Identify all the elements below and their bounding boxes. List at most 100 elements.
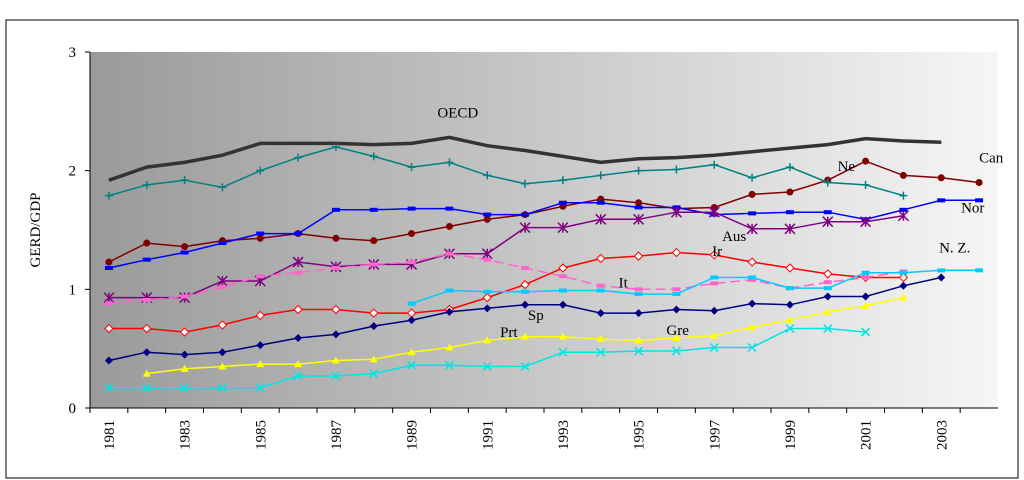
marker bbox=[937, 273, 946, 282]
y-tick-label: 3 bbox=[69, 45, 77, 61]
x-tick-label: 1999 bbox=[783, 420, 799, 450]
marker bbox=[823, 286, 832, 291]
marker bbox=[407, 348, 416, 356]
marker bbox=[331, 207, 340, 212]
marker bbox=[786, 188, 794, 196]
marker bbox=[671, 247, 682, 258]
marker bbox=[483, 257, 492, 262]
marker bbox=[558, 176, 567, 185]
marker bbox=[142, 298, 151, 303]
marker bbox=[784, 223, 796, 235]
marker bbox=[180, 383, 190, 393]
marker bbox=[975, 179, 983, 187]
marker bbox=[634, 205, 643, 210]
marker bbox=[634, 292, 643, 297]
marker bbox=[596, 200, 605, 205]
series bbox=[105, 157, 983, 266]
marker bbox=[558, 332, 567, 340]
marker bbox=[142, 383, 152, 393]
marker bbox=[521, 289, 530, 294]
marker bbox=[861, 270, 870, 275]
marker bbox=[445, 251, 454, 256]
marker bbox=[369, 322, 378, 331]
marker bbox=[899, 191, 908, 200]
series-line bbox=[108, 135, 942, 182]
series-line bbox=[108, 146, 904, 197]
marker bbox=[331, 356, 340, 364]
marker bbox=[519, 222, 531, 234]
marker bbox=[481, 248, 493, 260]
marker bbox=[408, 230, 416, 238]
marker bbox=[369, 207, 378, 212]
marker bbox=[671, 346, 681, 356]
marker bbox=[294, 231, 303, 236]
x-tick-label: 1989 bbox=[405, 420, 421, 450]
marker bbox=[369, 369, 379, 379]
marker bbox=[483, 304, 492, 313]
marker bbox=[785, 210, 794, 215]
marker bbox=[861, 275, 870, 280]
marker bbox=[445, 343, 454, 351]
marker bbox=[292, 256, 304, 268]
series-label: Can bbox=[979, 151, 1004, 167]
marker bbox=[634, 287, 643, 292]
x-tick-label: 1991 bbox=[480, 420, 496, 450]
series bbox=[108, 135, 942, 182]
x-tick-label: 1997 bbox=[707, 420, 723, 451]
marker bbox=[104, 356, 113, 365]
marker bbox=[596, 288, 605, 293]
marker bbox=[181, 243, 189, 251]
marker bbox=[558, 274, 567, 279]
marker bbox=[218, 183, 227, 192]
marker bbox=[521, 212, 530, 217]
series-label: Prt bbox=[500, 325, 518, 341]
marker bbox=[331, 142, 340, 151]
series-label: Aus bbox=[722, 229, 746, 245]
marker bbox=[860, 216, 872, 228]
marker bbox=[104, 323, 114, 334]
marker bbox=[748, 211, 757, 216]
marker bbox=[748, 299, 757, 308]
marker bbox=[331, 330, 340, 339]
marker bbox=[180, 250, 189, 255]
marker bbox=[218, 348, 227, 357]
marker bbox=[596, 171, 605, 180]
marker bbox=[369, 262, 378, 267]
marker bbox=[294, 270, 303, 275]
marker bbox=[898, 272, 909, 283]
marker bbox=[142, 257, 151, 262]
marker bbox=[180, 350, 189, 359]
x-tick-label: 1981 bbox=[102, 420, 118, 450]
marker bbox=[897, 210, 909, 222]
marker bbox=[823, 269, 833, 279]
marker bbox=[595, 213, 607, 225]
marker bbox=[444, 360, 454, 370]
marker bbox=[899, 207, 908, 212]
marker bbox=[785, 323, 795, 334]
marker bbox=[407, 260, 416, 265]
marker bbox=[255, 383, 265, 393]
marker bbox=[861, 292, 870, 301]
marker bbox=[332, 234, 340, 242]
marker bbox=[899, 171, 907, 179]
x-tick-label: 1993 bbox=[556, 420, 572, 450]
marker bbox=[216, 275, 228, 287]
marker bbox=[634, 346, 644, 356]
x-tick-label: 1983 bbox=[178, 420, 194, 450]
marker bbox=[596, 309, 605, 318]
marker bbox=[710, 275, 719, 280]
marker bbox=[785, 263, 795, 273]
marker bbox=[218, 241, 227, 246]
series-label: Ir bbox=[712, 244, 722, 260]
x-tick-label: 1995 bbox=[632, 420, 648, 450]
marker bbox=[293, 304, 303, 315]
marker bbox=[142, 323, 152, 334]
marker bbox=[975, 198, 984, 203]
series-line bbox=[108, 199, 980, 269]
marker bbox=[785, 316, 794, 324]
marker bbox=[557, 222, 569, 234]
marker bbox=[256, 166, 265, 175]
marker bbox=[142, 348, 151, 357]
x-tick-label: 1985 bbox=[253, 420, 269, 450]
